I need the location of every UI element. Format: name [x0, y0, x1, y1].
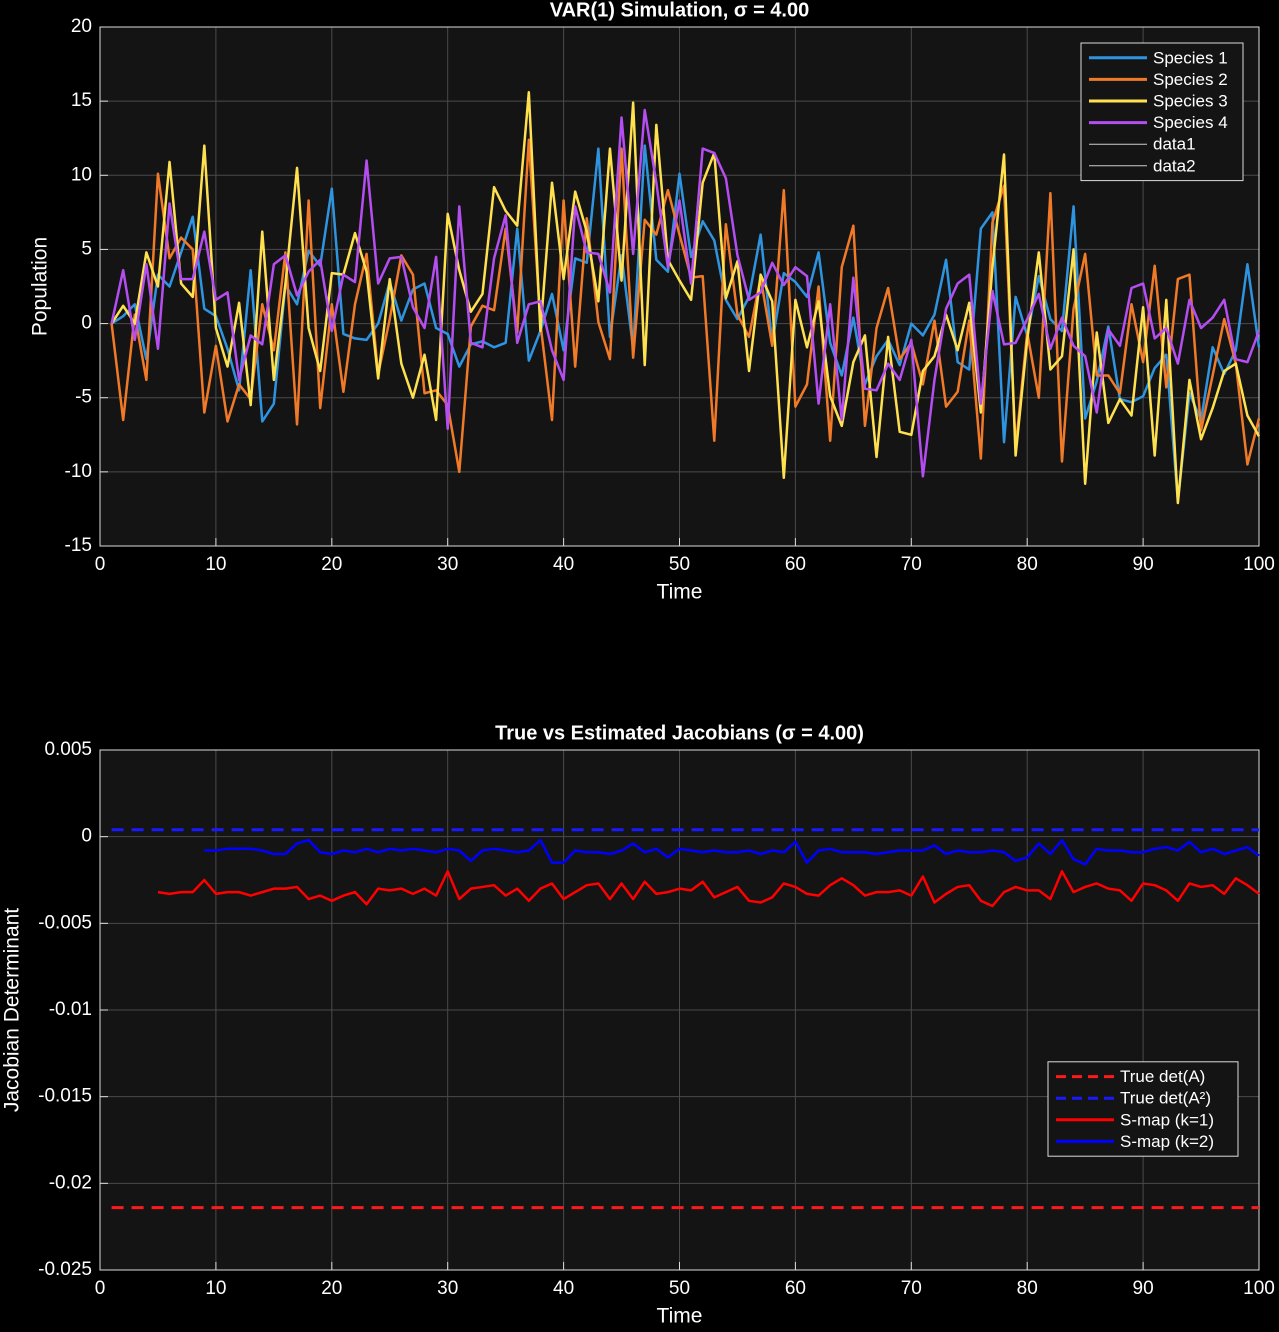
axes-frame — [99, 26, 1260, 547]
y-tick-label: -10 — [65, 461, 92, 482]
y-tick-label: 0.005 — [44, 739, 92, 760]
series-line — [110, 108, 1261, 478]
x-tick-label: 60 — [785, 1278, 806, 1299]
x-tick-label: 20 — [321, 554, 342, 575]
x-axis-label: Time — [657, 1305, 703, 1327]
x-tick-label: 0 — [95, 1278, 106, 1299]
legend-label: S-map (k=2) — [1120, 1132, 1214, 1151]
y-tick-label: -0.015 — [38, 1086, 92, 1107]
x-tick-label: 60 — [785, 554, 806, 575]
y-tick-label: -0.005 — [38, 912, 92, 933]
legend-label: Species 2 — [1153, 70, 1228, 89]
y-axis-label: Jacobian Determinant — [1, 908, 24, 1112]
y-tick-label: 10 — [71, 164, 92, 185]
y-tick-label: -5 — [75, 387, 92, 408]
x-tick-label: 100 — [1243, 1278, 1275, 1299]
axes-frame — [99, 749, 1260, 1271]
x-tick-label: 70 — [901, 1278, 922, 1299]
series-line — [110, 91, 1261, 505]
y-tick-label: 15 — [71, 90, 92, 111]
chart-title: VAR(1) Simulation, σ = 4.00 — [550, 0, 809, 21]
y-tick-label: 5 — [81, 238, 92, 259]
x-tick-label: 10 — [205, 554, 226, 575]
series-line — [204, 838, 1260, 866]
legend-label: True det(A²) — [1120, 1089, 1211, 1108]
y-tick-label: -15 — [65, 535, 92, 556]
x-tick-label: 80 — [1017, 1278, 1038, 1299]
x-tick-label: 50 — [669, 1278, 690, 1299]
x-tick-label: 40 — [553, 554, 574, 575]
y-tick-label: 0 — [81, 826, 92, 847]
legend-label: Species 3 — [1153, 91, 1228, 110]
legend-label: True det(A) — [1120, 1067, 1205, 1086]
y-tick-label: -0.01 — [49, 999, 92, 1020]
x-axis-label: Time — [657, 581, 703, 604]
legend-box — [1080, 42, 1244, 182]
legend-label: S-map (k=1) — [1120, 1110, 1214, 1129]
x-tick-label: 40 — [553, 1278, 574, 1299]
y-axis-label: Population — [29, 237, 52, 336]
x-tick-label: 30 — [437, 1278, 458, 1299]
y-tick-label: 0 — [81, 313, 92, 334]
x-tick-label: 90 — [1133, 554, 1154, 575]
x-tick-label: 20 — [321, 1278, 342, 1299]
legend-label: data2 — [1153, 156, 1196, 175]
legend-label: Species 4 — [1153, 113, 1228, 132]
series-line — [110, 138, 1261, 474]
x-tick-label: 70 — [901, 554, 922, 575]
x-tick-label: 90 — [1133, 1278, 1154, 1299]
series-line — [110, 144, 1261, 503]
y-tick-label: 20 — [71, 16, 92, 37]
x-tick-label: 100 — [1243, 554, 1275, 575]
x-tick-label: 10 — [205, 1278, 226, 1299]
x-tick-label: 30 — [437, 554, 458, 575]
x-tick-label: 0 — [95, 554, 106, 575]
legend-label: data1 — [1153, 135, 1196, 154]
x-tick-label: 80 — [1017, 554, 1038, 575]
y-tick-label: -0.02 — [49, 1172, 92, 1193]
x-tick-label: 50 — [669, 554, 690, 575]
chart-title: True vs Estimated Jacobians (σ = 4.00) — [495, 722, 864, 744]
series-line — [157, 870, 1260, 908]
legend-label: Species 1 — [1153, 48, 1228, 67]
y-tick-label: -0.025 — [38, 1259, 92, 1280]
